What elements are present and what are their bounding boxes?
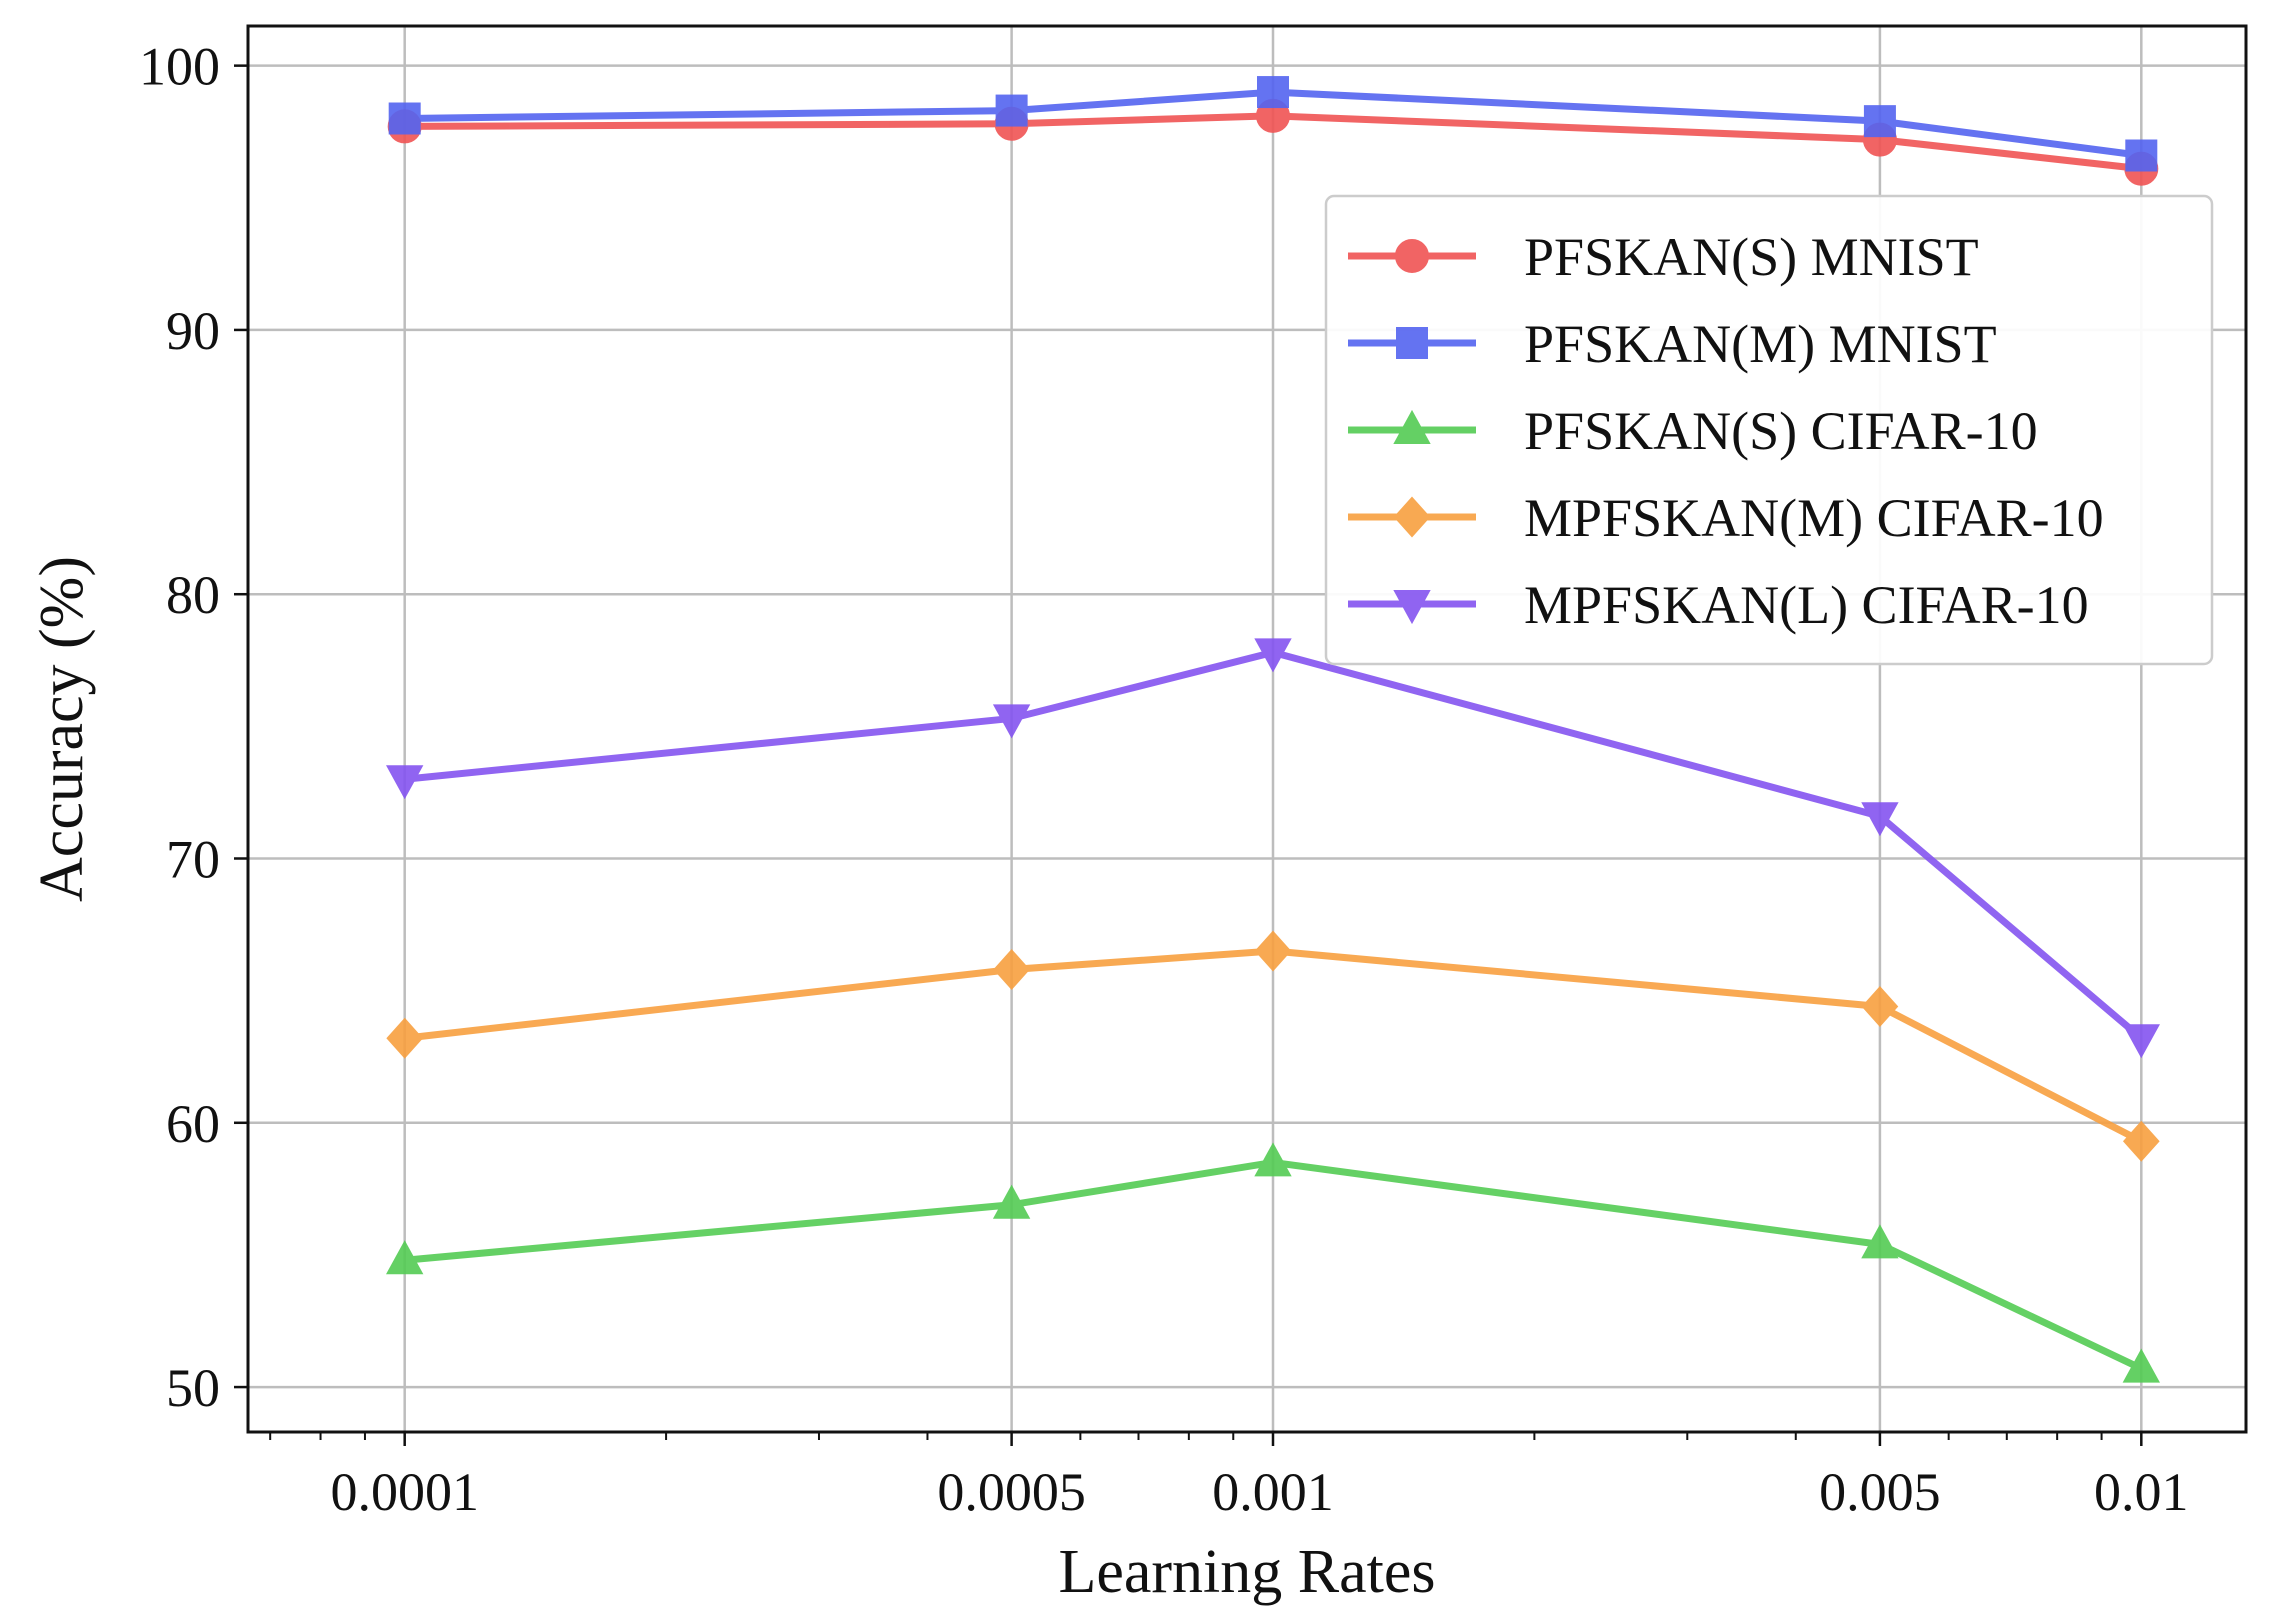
axis-ticks: 0.0001 0.0005 0.001 0.005 0.01 50 60 70 80 90 100: [139, 37, 2189, 1522]
y-tick-label: 50: [166, 1358, 220, 1418]
data-point-mpfskan-l-cifar-10: [1254, 638, 1292, 673]
legend-label: MPFSKAN(L) CIFAR-10: [1524, 575, 2089, 635]
series-mpfskan-m-cifar-10: [386, 930, 2160, 1162]
legend-marker: [1396, 327, 1428, 359]
legend-item: [1348, 327, 1476, 359]
legend-marker: [1393, 409, 1431, 444]
y-axis-label: Accuracy (%): [28, 556, 96, 902]
legend-label: PFSKAN(S) MNIST: [1524, 227, 1979, 287]
x-tick-label: 0.0005: [937, 1462, 1086, 1522]
data-point-pfskan-m-mnist: [388, 102, 421, 135]
legend: PFSKAN(S) MNIST PFSKAN(M) MNIST PFSKAN(S) …: [1324, 194, 2214, 666]
data-point-pfskan-m-mnist: [1863, 105, 1896, 138]
data-point-mpfskan-m-cifar-10: [993, 949, 1030, 990]
data-point-mpfskan-l-cifar-10: [386, 765, 424, 800]
data-point-pfskan-m-mnist: [1256, 76, 1289, 109]
data-point-mpfskan-l-cifar-10: [2122, 1024, 2160, 1059]
data-point-pfskan-m-mnist: [995, 94, 1028, 127]
y-tick-label: 60: [166, 1094, 220, 1154]
legend-marker: [1395, 239, 1429, 273]
data-point-mpfskan-m-cifar-10: [1861, 986, 1899, 1027]
series-mpfskan-l-cifar-10: [386, 638, 2160, 1059]
data-point-pfskan-s-cifar-10: [1254, 1142, 1292, 1177]
legend-item: [1348, 496, 1476, 538]
legend-label: PFSKAN(M) MNIST: [1524, 314, 1997, 374]
legend-label: MPFSKAN(M) CIFAR-10: [1524, 488, 2104, 548]
series-lines: [386, 76, 2160, 1383]
x-tick-label: 0.005: [1819, 1462, 1941, 1522]
legend-item: [1348, 590, 1476, 625]
data-point-pfskan-s-cifar-10: [386, 1240, 424, 1275]
data-point-mpfskan-m-cifar-10: [386, 1017, 424, 1059]
y-tick-label: 80: [166, 565, 220, 625]
data-point-pfskan-m-mnist: [2125, 139, 2158, 172]
data-point-pfskan-s-cifar-10: [992, 1184, 1031, 1219]
data-point-mpfskan-m-cifar-10: [2122, 1120, 2160, 1162]
data-point-mpfskan-l-cifar-10: [992, 704, 1031, 739]
data-point-mpfskan-m-cifar-10: [1254, 930, 1292, 972]
series-pfskan-m-mnist: [388, 76, 2158, 172]
plot-frame: [246, 24, 2248, 1434]
y-tick-label: 90: [166, 301, 220, 361]
legend-label: PFSKAN(S) CIFAR-10: [1524, 401, 2038, 461]
data-point-pfskan-s-cifar-10: [2122, 1348, 2160, 1383]
x-tick-label: 0.0001: [330, 1462, 479, 1522]
x-tick-label: 0.001: [1212, 1462, 1334, 1522]
legend-box: [1324, 194, 2214, 666]
legend-item: [1348, 239, 1476, 273]
series-pfskan-s-cifar-10: [386, 1142, 2160, 1383]
x-axis-label: Learning Rates: [1058, 1538, 1435, 1606]
data-point-pfskan-s-cifar-10: [1861, 1224, 1899, 1259]
x-tick-label: 0.01: [2094, 1462, 2189, 1522]
legend-marker: [1393, 496, 1431, 538]
legend-marker: [1393, 590, 1431, 625]
y-tick-label: 70: [166, 830, 220, 890]
legend-item: [1348, 409, 1476, 444]
data-point-mpfskan-l-cifar-10: [1861, 802, 1899, 837]
y-tick-label: 100: [139, 37, 220, 97]
